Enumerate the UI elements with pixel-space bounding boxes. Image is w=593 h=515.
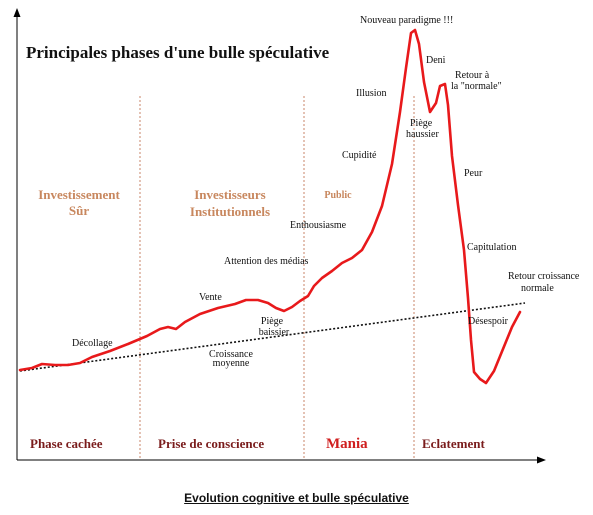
annotation-croissance-1: Croissance — [209, 349, 253, 360]
x-axis-arrow — [537, 456, 546, 464]
annotation-deni: Deni — [426, 55, 446, 66]
annotation-capitulation: Capitulation — [467, 242, 516, 253]
actor-investissement-line1: Investissement — [38, 187, 120, 202]
annotation-retour-croissance-1: Retour croissance — [508, 271, 580, 282]
annotation-illusion: Illusion — [356, 88, 387, 99]
annotation-piege-haussier-1: Piège — [410, 118, 433, 129]
average-growth-line — [19, 302, 526, 372]
annotation-paradigme: Nouveau paradigme !!! — [360, 15, 453, 26]
annotation-croissance-2: moyenne — [213, 358, 250, 369]
annotation-cupidite: Cupidité — [342, 150, 377, 161]
actor-investissement-line2: Sûr — [69, 203, 89, 218]
annotation-piege-haussier-2: haussier — [406, 129, 439, 140]
bubble-curve — [18, 28, 522, 385]
annotation-attention: Attention des médias — [224, 256, 309, 267]
actor-institutionnels-line2: Institutionnels — [190, 204, 270, 219]
chart-title: Principales phases d'une bulle spéculati… — [26, 43, 330, 62]
annotation-piege-baissier-1: Piège — [261, 316, 284, 327]
annotation-peur: Peur — [464, 168, 483, 179]
phase-label-mania: Mania — [326, 436, 368, 452]
annotation-enthousiasme: Enthousiasme — [290, 220, 347, 231]
annotation-decollage: Décollage — [72, 338, 113, 349]
actor-institutionnels-line1: Investisseurs — [194, 187, 266, 202]
phase-label-eclatement: Eclatement — [422, 436, 485, 451]
figure-caption: Evolution cognitive et bulle spéculative — [184, 491, 409, 505]
annotation-vente: Vente — [199, 292, 222, 303]
annotation-retour-normale-1: Retour à — [455, 70, 490, 81]
annotation-desespoir: Désespoir — [468, 316, 509, 327]
annotation-retour-normale-2: la "normale" — [451, 81, 502, 92]
annotation-retour-croissance-2: normale — [521, 283, 554, 294]
annotation-piege-baissier-2: baissier — [259, 327, 290, 338]
phase-label-conscience: Prise de conscience — [158, 436, 264, 451]
phase-label-cachee: Phase cachée — [30, 436, 103, 451]
y-axis-arrow — [13, 8, 21, 17]
actor-public: Public — [324, 190, 352, 201]
